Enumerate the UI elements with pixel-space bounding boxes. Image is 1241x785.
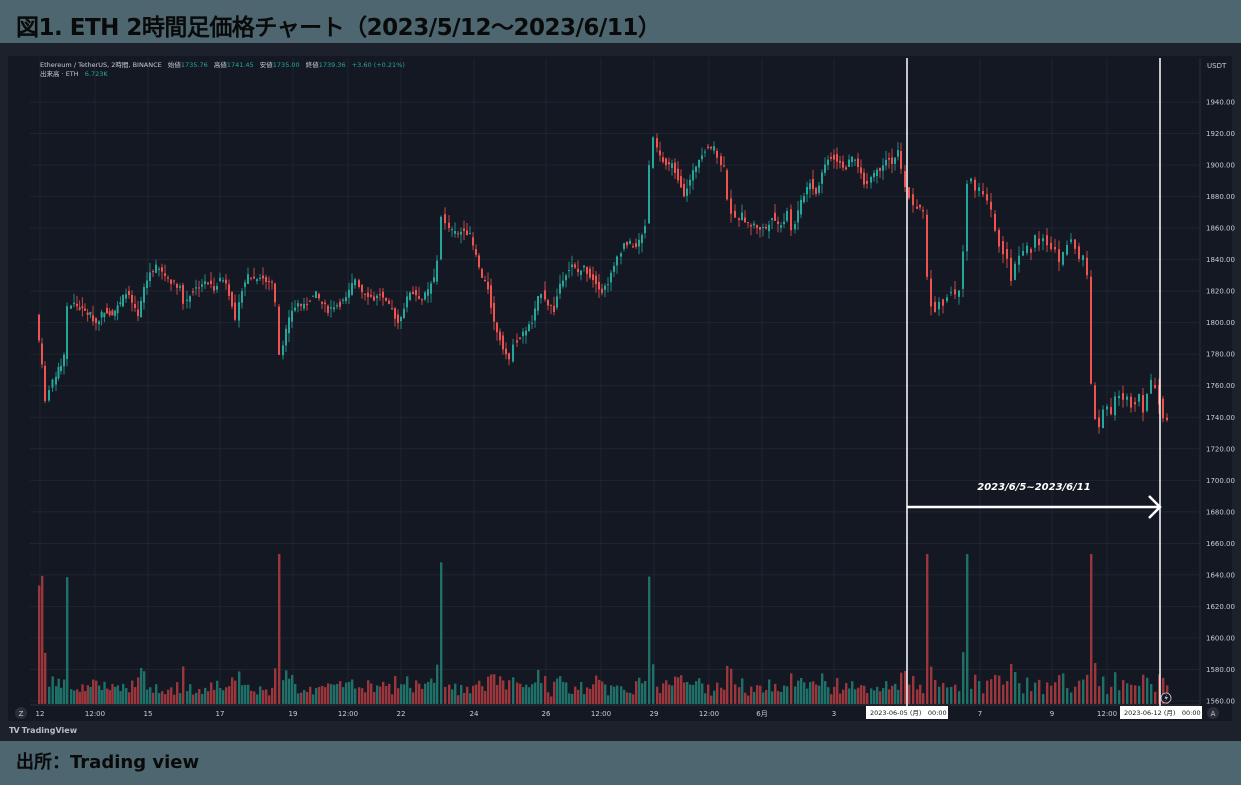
svg-text:7: 7 (978, 710, 982, 718)
svg-text:19: 19 (289, 710, 298, 718)
open-label: 始値 (167, 61, 181, 69)
svg-text:1600.00: 1600.00 (1206, 634, 1235, 642)
svg-text:1760.00: 1760.00 (1206, 382, 1235, 390)
time-axis[interactable]: 12 12:00 15 17 19 12:00 22 24 26 12:00 29 12:00 6月 3 7… (36, 710, 1118, 718)
open-value: 1735.76 (180, 61, 208, 69)
svg-text:2023-06-05 (月) 00:00: 2023-06-05 (月) 00:00 (870, 709, 947, 717)
tradingview-watermark: TV TradingView (9, 726, 77, 735)
arrow-head-icon (1148, 495, 1162, 519)
range-label: 2023/6/5~2023/6/11 (977, 482, 1090, 493)
low-label: 安値 (259, 61, 273, 69)
start-date-tag: 2023-06-05 (月) 00:00 (866, 706, 948, 719)
low-value: 1735.00 (272, 61, 300, 69)
svg-text:USDT: USDT (1207, 62, 1227, 70)
svg-text:12: 12 (36, 710, 45, 718)
svg-text:1720.00: 1720.00 (1206, 445, 1235, 453)
grid-lines (30, 58, 1201, 706)
svg-text:3: 3 (832, 710, 836, 718)
svg-text:26: 26 (542, 710, 551, 718)
svg-text:1680.00: 1680.00 (1206, 508, 1235, 516)
lightning-icon[interactable] (1160, 692, 1172, 704)
close-value: 1739.36 (318, 61, 346, 69)
svg-text:12:00: 12:00 (85, 710, 105, 718)
svg-text:1820.00: 1820.00 (1206, 288, 1235, 296)
svg-text:15: 15 (144, 710, 153, 718)
high-value: 1741.45 (226, 61, 254, 69)
svg-text:1860.00: 1860.00 (1206, 225, 1235, 233)
zoom-button[interactable]: Z (15, 707, 27, 719)
svg-text:1740.00: 1740.00 (1206, 414, 1235, 422)
svg-text:1660.00: 1660.00 (1206, 540, 1235, 548)
svg-text:1780.00: 1780.00 (1206, 351, 1235, 359)
svg-text:9: 9 (1050, 710, 1054, 718)
svg-text:12:00: 12:00 (699, 710, 719, 718)
svg-text:1920.00: 1920.00 (1206, 130, 1235, 138)
close-label: 終値 (305, 61, 319, 69)
chart-panel (0, 43, 1241, 741)
svg-text:1640.00: 1640.00 (1206, 571, 1235, 579)
svg-text:1840.00: 1840.00 (1206, 256, 1235, 264)
svg-text:6月: 6月 (756, 710, 767, 718)
change-value: +3.60 (+0.21%) (351, 61, 405, 69)
volume-bars (38, 554, 1169, 704)
svg-text:12:00: 12:00 (1097, 710, 1117, 718)
svg-text:24: 24 (470, 710, 479, 718)
svg-text:2023-06-12 (月) 00:00: 2023-06-12 (月) 00:00 (1124, 709, 1201, 717)
symbol-label: Ethereum / TetherUS, 2時間, BINANCE (40, 61, 162, 69)
chart-frame (8, 56, 1232, 721)
svg-text:1800.00: 1800.00 (1206, 319, 1235, 327)
range-annotation: 2023/6/5~2023/6/11 (906, 58, 1162, 707)
svg-text:1880.00: 1880.00 (1206, 193, 1235, 201)
svg-text:A: A (1211, 710, 1216, 718)
source-note: 出所：Trading view (16, 752, 200, 773)
candlesticks (38, 133, 1168, 434)
svg-text:1580.00: 1580.00 (1206, 666, 1235, 674)
auto-scale-button[interactable]: A (1207, 707, 1219, 719)
price-axis[interactable]: USDT 1940.00 1920.00 1900.00 1880.00 1860.00 1… (1206, 62, 1235, 705)
tradingview-logo-icon: TV (9, 726, 20, 735)
svg-text:17: 17 (216, 710, 225, 718)
svg-text:1560.00: 1560.00 (1206, 697, 1235, 705)
ohlc-row: Ethereum / TetherUS, 2時間, BINANCE 始値1735… (40, 61, 405, 70)
svg-text:1900.00: 1900.00 (1206, 162, 1235, 170)
chart-legend: Ethereum / TetherUS, 2時間, BINANCE 始値1735… (40, 61, 405, 79)
svg-text:12:00: 12:00 (338, 710, 358, 718)
figure-title: 図1. ETH 2時間足価格チャート（2023/5/12～2023/6/11） (16, 15, 661, 41)
high-label: 高値 (213, 61, 227, 69)
volume-value: 6.723K (84, 70, 108, 78)
volume-row: 出来高 · ETH 6.723K (40, 70, 405, 79)
svg-text:1620.00: 1620.00 (1206, 603, 1235, 611)
volume-label: 出来高 · ETH (40, 70, 79, 78)
svg-text:12:00: 12:00 (591, 710, 611, 718)
svg-text:22: 22 (397, 710, 406, 718)
svg-text:Z: Z (19, 710, 24, 718)
svg-text:1940.00: 1940.00 (1206, 99, 1235, 107)
svg-text:1700.00: 1700.00 (1206, 477, 1235, 485)
end-date-tag: 2023-06-12 (月) 00:00 (1120, 706, 1202, 719)
svg-text:29: 29 (650, 710, 659, 718)
tradingview-brand: TradingView (21, 726, 78, 735)
